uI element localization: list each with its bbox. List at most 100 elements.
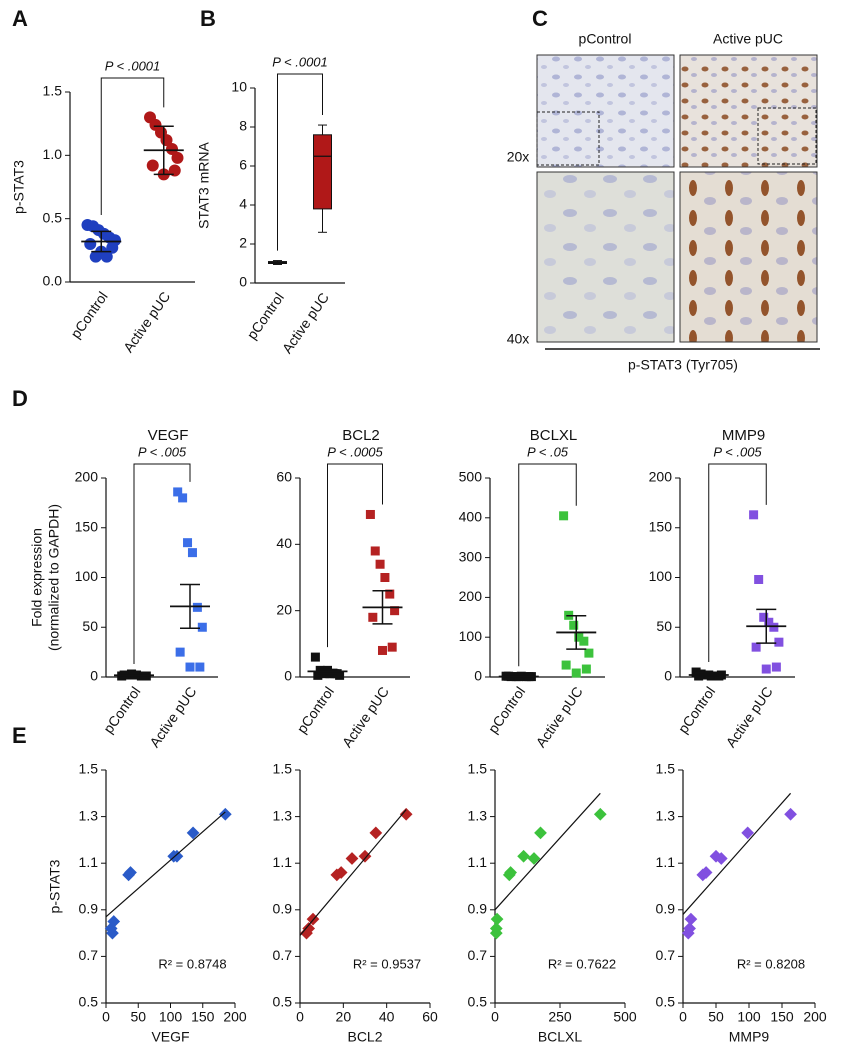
panel-label: C [532,6,548,31]
x-tick-label: 100 [737,1009,761,1025]
x-tick-label: pControl [100,684,143,737]
data-point [106,241,119,254]
data-point [365,509,375,519]
data-point [390,606,400,616]
x-tick-label: 0 [679,1009,687,1025]
data-point [195,662,205,672]
y-tick-label: 1.5 [43,83,63,99]
data-point [166,143,178,155]
y-tick-label: 0.0 [43,273,63,289]
x-tick-label: 50 [130,1009,146,1025]
data-point [571,668,581,678]
chart: 0.5 0.7 0.9 1.1 1.3 1.5 0 50 100 150 200 MMP9 R² = 0… [656,761,827,1045]
data-point [769,622,779,632]
y-tick-label: 10 [231,79,247,95]
chart: A 0.0 0.5 1.0 1.5 p-STAT3 pControl Active pUC P … [11,6,195,355]
stain-label: p-STAT3 (Tyr705) [628,357,738,373]
y-tick-label: 0.9 [79,901,99,917]
significance-bracket [327,463,383,648]
data-point [751,642,761,652]
y-tick-label: 0.7 [79,947,99,963]
y-tick-label: 0.7 [468,947,488,963]
y-tick-label: 0 [474,668,482,684]
row-label: 20x [507,149,530,165]
data-point [100,250,113,263]
data-point [581,664,591,674]
chart: 0 100 200 300 400 500 BCLXL pControl Active pUC P… [459,427,605,750]
x-tick-label: 0 [491,1009,499,1025]
y-tick-label: 6 [239,157,247,173]
y-tick-label: 0.5 [273,994,293,1010]
y-tick-label: 50 [82,618,98,634]
data-point [784,807,797,821]
r-squared-label: R² = 0.8748 [158,956,226,971]
x-tick-label: 20 [336,1009,352,1025]
micrograph-panel: C pControl Active pUC 20x 40x p-STAT3 (T… [507,6,820,373]
data-point [584,648,594,658]
significance-bracket [133,463,191,665]
y-tick-label: 8 [239,118,247,134]
data-point [694,671,704,681]
x-axis-label: BCLXL [538,1029,583,1045]
y-tick-label: 200 [75,469,99,485]
r-squared-label: R² = 0.8208 [737,956,805,971]
y-axis-label: p-STAT3 [11,160,27,214]
data-point [380,573,390,582]
column-label: pControl [579,31,632,47]
x-tick-label: pControl [675,684,718,737]
chart: E 0.5 0.7 0.9 1.1 1.3 1.5 p-STAT3 0 50 100 150 200 VE… [12,723,247,1045]
x-tick-label: 40 [379,1009,395,1025]
y-tick-label: 1.3 [79,807,99,823]
micrograph [679,54,818,168]
x-tick-label: Active pUC [339,684,392,751]
y-tick-label: 1.5 [468,761,488,777]
trend-line [494,792,601,911]
significance-label: P < .05 [527,444,569,459]
x-tick-label: pControl [244,290,287,343]
significance-label: P < .005 [138,444,187,459]
x-axis-label: BCL2 [347,1029,382,1045]
y-tick-label: 0.5 [79,994,99,1010]
x-tick-label: Active pUC [120,289,173,356]
x-tick-label: Active pUC [279,290,332,357]
significance-label: P < .0005 [327,444,383,459]
y-tick-label: 100 [459,628,483,644]
y-tick-label: 60 [276,469,292,485]
x-tick-label: 150 [770,1009,794,1025]
data-point [178,493,188,503]
y-tick-label: 0.5 [43,209,63,225]
data-point [574,632,584,642]
y-tick-label: 0 [664,668,672,684]
chart-title: MMP9 [722,427,765,444]
y-tick-label: 40 [276,535,292,551]
chart: 0.5 0.7 0.9 1.1 1.3 1.5 0 250 500 BCLXL R² = 0.762… [468,761,637,1045]
x-tick-label: 100 [159,1009,183,1025]
y-axis-label: (normalized to GAPDH) [46,504,62,651]
data-point [192,602,202,612]
data-point [197,622,207,632]
row-label: 40x [507,331,530,347]
y-tick-label: 1.1 [468,854,488,870]
panel-label: A [12,6,28,31]
x-tick-label: pControl [485,684,528,737]
y-tick-label: 0.5 [468,994,488,1010]
significance-bracket [708,463,767,663]
y-tick-label: 1.5 [656,761,676,777]
data-point [387,642,397,652]
column-label: Active pUC [713,31,783,47]
chart: 0.5 0.7 0.9 1.1 1.3 1.5 0 20 40 60 BCL2 R² = 0.9537 [273,761,438,1045]
y-tick-label: 1.1 [273,854,293,870]
y-tick-label: 2 [239,235,247,251]
y-tick-label: 1.3 [468,807,488,823]
x-tick-label: 0 [102,1009,110,1025]
data-point [534,826,547,840]
r-squared-label: R² = 0.9537 [353,956,421,971]
data-point [185,662,195,672]
box [313,134,332,210]
x-tick-label: 250 [548,1009,572,1025]
data-point [370,546,380,556]
y-tick-label: 200 [649,469,673,485]
y-tick-label: 1.1 [79,854,99,870]
data-point [378,645,387,655]
y-tick-label: 500 [459,469,483,485]
